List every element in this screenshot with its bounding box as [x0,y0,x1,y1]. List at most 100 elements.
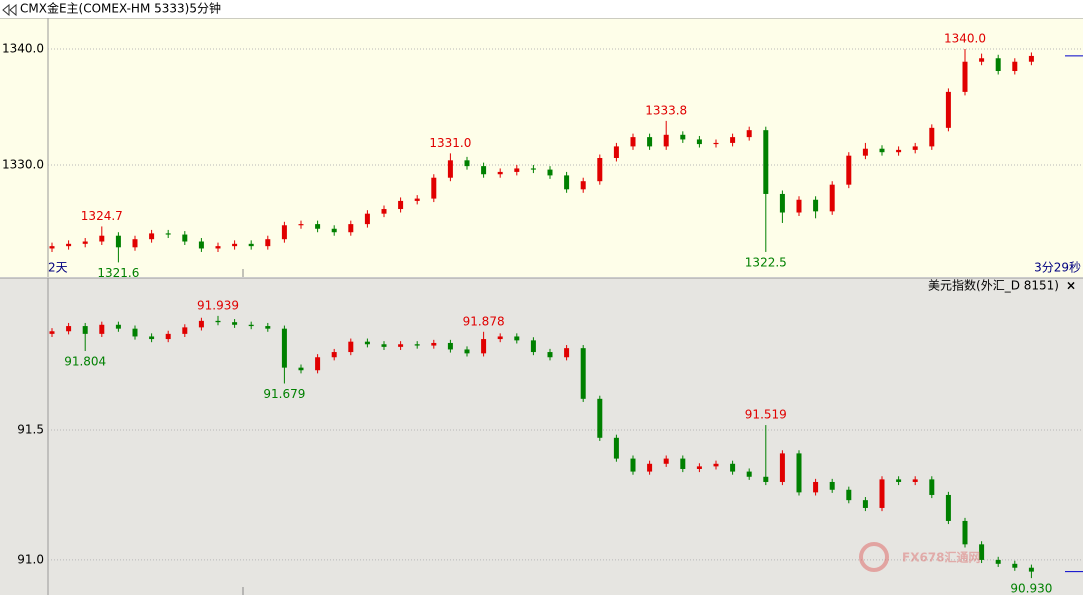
candle-body [182,234,188,242]
candle-body [514,336,520,341]
panel-background [0,278,1083,595]
candle-body [215,246,221,249]
candle-body [680,134,686,140]
candle-body [315,357,321,371]
y-tick-label: 91.5 [17,423,44,437]
candle-body [779,193,785,213]
high-label: 91.519 [745,408,787,422]
candle-body [165,333,171,340]
high-label: 1324.7 [81,209,123,223]
candle-body [414,344,420,346]
candle-body [580,348,586,399]
candle-body [182,327,188,334]
header-strip [0,0,1083,18]
candle-body [481,339,487,354]
close-button[interactable]: × [1066,279,1076,293]
candle-body [547,169,553,176]
candle-body [431,342,437,346]
candle-body [82,241,88,244]
candle-body [896,149,902,153]
candle-body [381,209,387,214]
candle-body [398,344,404,347]
candle-body [564,348,570,358]
candle-body [813,481,819,493]
candle-body [1012,563,1018,568]
candle-body [879,148,885,153]
candle-body [1028,567,1034,572]
candle-body [1028,55,1034,62]
watermark-text: FX678汇通网 [902,550,981,565]
high-label: 91.878 [463,314,505,328]
candle-body [696,139,702,145]
app-icon [2,3,17,17]
candle-body [962,61,968,92]
chart-title: CMX金E主(COMEX-HM 5333)5分钟 [20,1,221,16]
candle-body [613,437,619,459]
candle-body [696,466,702,469]
candle-body [132,328,138,337]
candle-body [66,243,72,247]
candle-body [99,324,105,334]
candle-body [49,246,55,249]
candle-body [995,58,1001,72]
candle-body [663,134,669,147]
candle-body [381,344,387,347]
candle-body [613,146,619,158]
candle-body [149,336,155,340]
candle-body [979,544,985,560]
candle-body [846,155,852,185]
candle-body [464,349,470,354]
candle-body [763,130,769,194]
candle-body [447,160,453,178]
candle-body [149,233,155,240]
candle-body [945,494,951,521]
candle-body [331,228,337,233]
candle-body [547,352,553,358]
candle-body [813,199,819,212]
candle-body [564,175,570,190]
y-tick-label: 1330.0 [2,157,44,171]
candle-body [82,326,88,334]
candle-body [730,463,736,472]
candle-body [265,326,271,329]
low-label: 90.930 [1010,582,1052,595]
candle-body [298,367,304,371]
candle-body [647,137,653,147]
period-label: 2天 [48,261,68,275]
candle-body [315,224,321,229]
candle-body [879,479,885,508]
candle-body [746,471,752,477]
candle-body [929,127,935,147]
candle-body [364,341,370,345]
candle-body [763,476,769,482]
candle-body [497,336,503,340]
panel: 1330.0 1340.0 2天 3分29秒 1324.7 1321.6 1331.0 133… [0,17,1083,280]
watermark-logo [859,542,889,572]
candle-body [663,458,669,464]
low-label: 91.679 [263,387,305,401]
candle-body [198,241,204,249]
candle-body [862,148,868,156]
high-label: 1333.8 [645,103,687,117]
low-label: 91.804 [64,355,106,369]
candle-body [414,198,420,201]
low-label: 1321.6 [97,266,139,280]
candle-body [597,157,603,182]
candle-body [862,500,868,508]
candle-body [99,235,105,242]
candle-body [630,137,636,147]
candle-body [730,137,736,143]
panel-title: 美元指数(外汇_D 8151) [928,278,1059,293]
candle-body [846,489,852,501]
candle-body [796,199,802,213]
candle-body [680,458,686,469]
candle-body [281,225,287,240]
candle-body [66,326,72,332]
candle-body [132,239,138,248]
candle-body [580,181,586,190]
countdown: 3分29秒 [1034,261,1081,275]
candle-body [597,398,603,438]
candle-body [713,142,719,145]
